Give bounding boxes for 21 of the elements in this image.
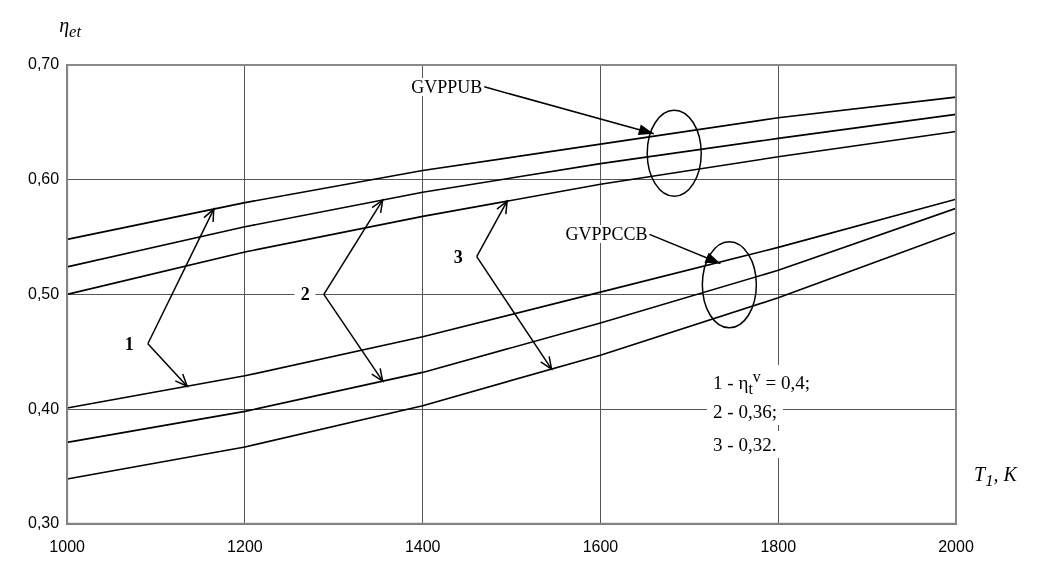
x-tick-label: 1000: [49, 537, 86, 555]
annotation: 2: [294, 284, 316, 305]
y-tick-label: 0,50: [28, 284, 60, 302]
annotation: 3: [447, 246, 469, 267]
x-tick-label: 1400: [404, 537, 441, 555]
x-tick-label: 2000: [938, 537, 974, 555]
annotation: 3 - 0,32.: [707, 430, 783, 458]
x-tick-label: 1200: [227, 537, 263, 555]
annotation: 1: [118, 333, 140, 354]
annotation: 2 - 0,36;: [707, 397, 783, 425]
y-tick-label: 0,60: [28, 170, 60, 188]
x-tick-label: 1600: [582, 537, 619, 555]
y-tick-label: 0,40: [28, 399, 60, 417]
y-tick-label: 0,70: [28, 55, 60, 73]
annotation: 1 - η$_{t}$$^{v}$ = 0,4;: [707, 364, 816, 401]
annotation: GVPPUB: [411, 76, 483, 97]
annotation: GVPPCCB: [565, 224, 648, 245]
x-tick-label: 1800: [760, 537, 797, 555]
y-tick-label: 0,30: [28, 514, 60, 532]
y-axis-title: η$_{et}$: [59, 14, 82, 41]
x-axis-title: T$_{1}$, K: [974, 462, 1017, 490]
